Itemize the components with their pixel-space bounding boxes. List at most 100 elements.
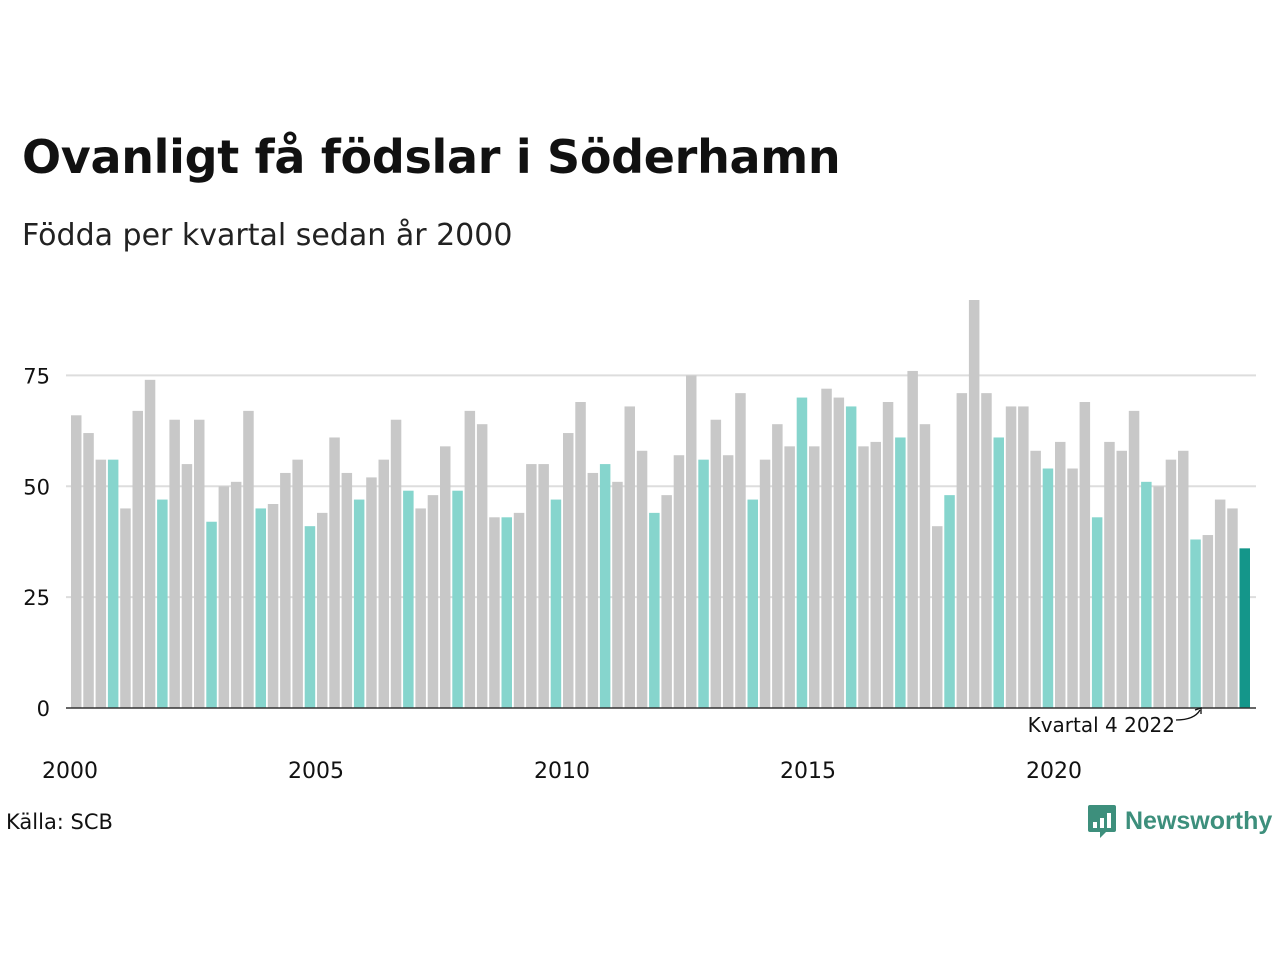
bar: [981, 393, 992, 708]
bar: [452, 490, 463, 708]
brand-logo: Newsworthy: [1087, 803, 1272, 839]
bar: [1128, 410, 1140, 708]
bar: [71, 415, 82, 708]
bar: [772, 424, 783, 708]
bar: [1178, 450, 1189, 708]
bar: [895, 437, 906, 708]
bar: [538, 464, 549, 708]
bar: [317, 512, 328, 708]
x-axis-ticks: 2000 2005 2010 2015 2020: [42, 759, 1082, 784]
bar: [390, 419, 402, 708]
bar: [1091, 517, 1103, 708]
bar: [784, 446, 795, 708]
y-axis-ticks: 0 25 50 75: [23, 364, 50, 721]
bar: [747, 499, 758, 708]
bar: [440, 446, 451, 708]
bar: [83, 433, 94, 708]
bar: [206, 521, 217, 708]
chart-title: Ovanligt få födslar i Söderhamn: [22, 130, 841, 184]
bar: [1153, 486, 1164, 708]
bar: [956, 393, 968, 708]
bar: [1165, 459, 1177, 708]
x-tick-label: 2005: [288, 759, 344, 784]
bar: [845, 406, 857, 708]
bar: [575, 402, 586, 708]
bar: [366, 477, 377, 708]
annotation-arrow: [1175, 709, 1201, 721]
bar: [821, 388, 832, 708]
bar: [1104, 441, 1115, 708]
bar: [267, 504, 279, 708]
chart-speech-bubble-icon: [1088, 805, 1116, 838]
bar: [735, 393, 746, 708]
bar: [1141, 481, 1152, 708]
bar: [403, 490, 414, 708]
bar: [1227, 508, 1238, 708]
bar: [181, 464, 193, 708]
bar: [501, 517, 512, 708]
annotation-arrowhead: [1194, 707, 1202, 714]
y-tick-label: 25: [23, 586, 50, 610]
bar: [636, 450, 648, 708]
x-tick-label: 2000: [42, 759, 98, 784]
bar: [353, 499, 365, 708]
bar: [944, 495, 955, 708]
bar: [932, 526, 943, 708]
bar: [169, 419, 180, 708]
x-tick-label: 2020: [1026, 759, 1082, 784]
annotation-label: Kvartal 4 2022: [1028, 713, 1175, 737]
bar: [1239, 548, 1250, 708]
y-tick-label: 0: [37, 697, 50, 721]
x-tick-label: 2010: [534, 759, 590, 784]
bar: [710, 419, 722, 708]
annotation: Kvartal 4 2022: [1028, 707, 1202, 737]
bar: [1018, 406, 1029, 708]
bar: [907, 370, 918, 708]
bar: [686, 375, 697, 708]
bar: [107, 459, 119, 708]
bar: [858, 446, 869, 708]
bar: [95, 459, 107, 708]
bar: [1042, 468, 1054, 708]
bar: [599, 464, 611, 708]
bar: [587, 472, 599, 708]
bar: [329, 437, 340, 708]
bar: [1202, 535, 1214, 708]
bar: [1214, 499, 1226, 708]
bar: [1067, 468, 1078, 708]
bar: [476, 424, 488, 708]
bar: [255, 508, 266, 708]
bar: [464, 410, 476, 708]
source-note: Källa: SCB: [6, 810, 113, 834]
bar: [489, 517, 500, 708]
y-tick-label: 50: [23, 475, 50, 499]
bar: [304, 526, 316, 708]
bar: [513, 512, 525, 708]
bar: [415, 508, 426, 708]
bar: [612, 481, 623, 708]
bar: [993, 437, 1004, 708]
bar: [1116, 450, 1127, 708]
bar: [1079, 402, 1091, 708]
bar: [341, 472, 353, 708]
bar: [132, 410, 143, 708]
bar: [968, 300, 980, 708]
bar: [870, 441, 881, 708]
bar: [378, 459, 389, 708]
bar: [120, 508, 131, 708]
y-tick-label: 75: [23, 364, 50, 388]
bar-chart: 0 25 50 75 2000 2005 2010 2015 2020 Kvartal 4 2…: [23, 300, 1256, 784]
bar: [1030, 450, 1041, 708]
bar: [1005, 406, 1017, 708]
bar: [673, 455, 685, 708]
bar: [563, 433, 574, 708]
bar: [882, 402, 894, 708]
bar: [427, 495, 439, 708]
bar: [292, 459, 303, 708]
bar: [1055, 441, 1066, 708]
bar: [550, 499, 562, 708]
bar: [144, 379, 156, 708]
bar: [796, 397, 808, 708]
bar: [698, 459, 709, 708]
bars: [71, 300, 1250, 708]
